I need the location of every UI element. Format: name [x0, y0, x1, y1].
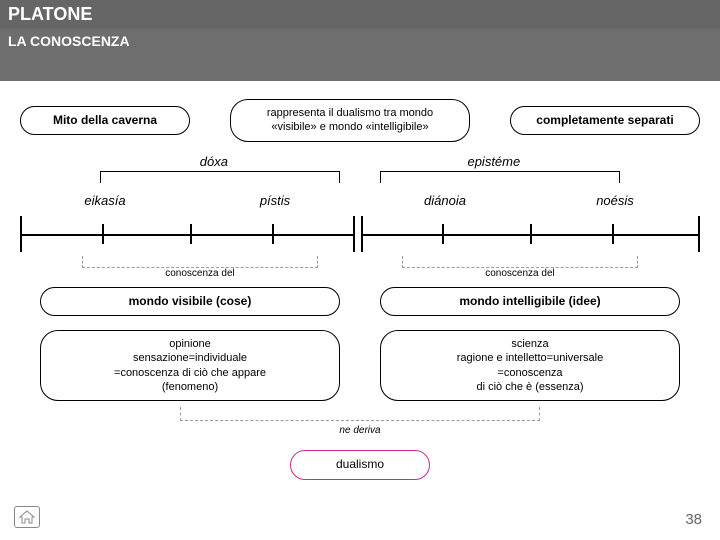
page-title: PLATONE	[0, 0, 720, 29]
node-mondo-intelligibile: mondo intelligibile (idee)	[380, 287, 680, 317]
label-conoscenza-left: conoscenza del	[165, 268, 235, 279]
node-separati: completamente separati	[510, 106, 700, 136]
deriva-bracket	[180, 407, 540, 421]
divided-line	[20, 216, 700, 256]
final-row: dualismo	[0, 450, 720, 480]
node-scienza: scienzaragione e intelletto=universale=c…	[380, 330, 680, 401]
brace-right	[380, 171, 620, 183]
node-dualismo: dualismo	[290, 450, 430, 480]
description-row: opinionesensazione=individuale=conoscenz…	[0, 324, 720, 407]
label-dianoia: diánoia	[360, 193, 530, 208]
label-noesis: noésis	[530, 193, 700, 208]
subcategory-row: eikasía pístis diánoia noésis	[0, 183, 720, 208]
page-subtitle: LA CONOSCENZA	[0, 29, 720, 53]
node-rappresenta: rappresenta il dualismo tra mondo «visib…	[230, 99, 470, 142]
world-row: mondo visibile (cose) mondo intelligibil…	[0, 279, 720, 325]
label-episteme: epistéme	[467, 154, 520, 169]
category-row: dóxa epistéme	[0, 150, 720, 169]
bracket-row: conoscenza del conoscenza del	[0, 256, 720, 279]
node-mito: Mito della caverna	[20, 106, 190, 136]
page-number: 38	[685, 511, 702, 528]
label-eikasia: eikasía	[20, 193, 190, 208]
label-pistis: pístis	[190, 193, 360, 208]
home-icon	[19, 510, 35, 524]
label-conoscenza-right: conoscenza del	[485, 268, 555, 279]
top-row: Mito della caverna rappresenta il dualis…	[0, 81, 720, 150]
header-decoration	[0, 53, 720, 81]
node-mondo-visibile: mondo visibile (cose)	[40, 287, 340, 317]
home-button[interactable]	[14, 506, 40, 528]
label-deriva: ne deriva	[0, 425, 720, 436]
node-opinione: opinionesensazione=individuale=conoscenz…	[40, 330, 340, 401]
label-doxa: dóxa	[200, 154, 228, 169]
brace-left	[100, 171, 340, 183]
